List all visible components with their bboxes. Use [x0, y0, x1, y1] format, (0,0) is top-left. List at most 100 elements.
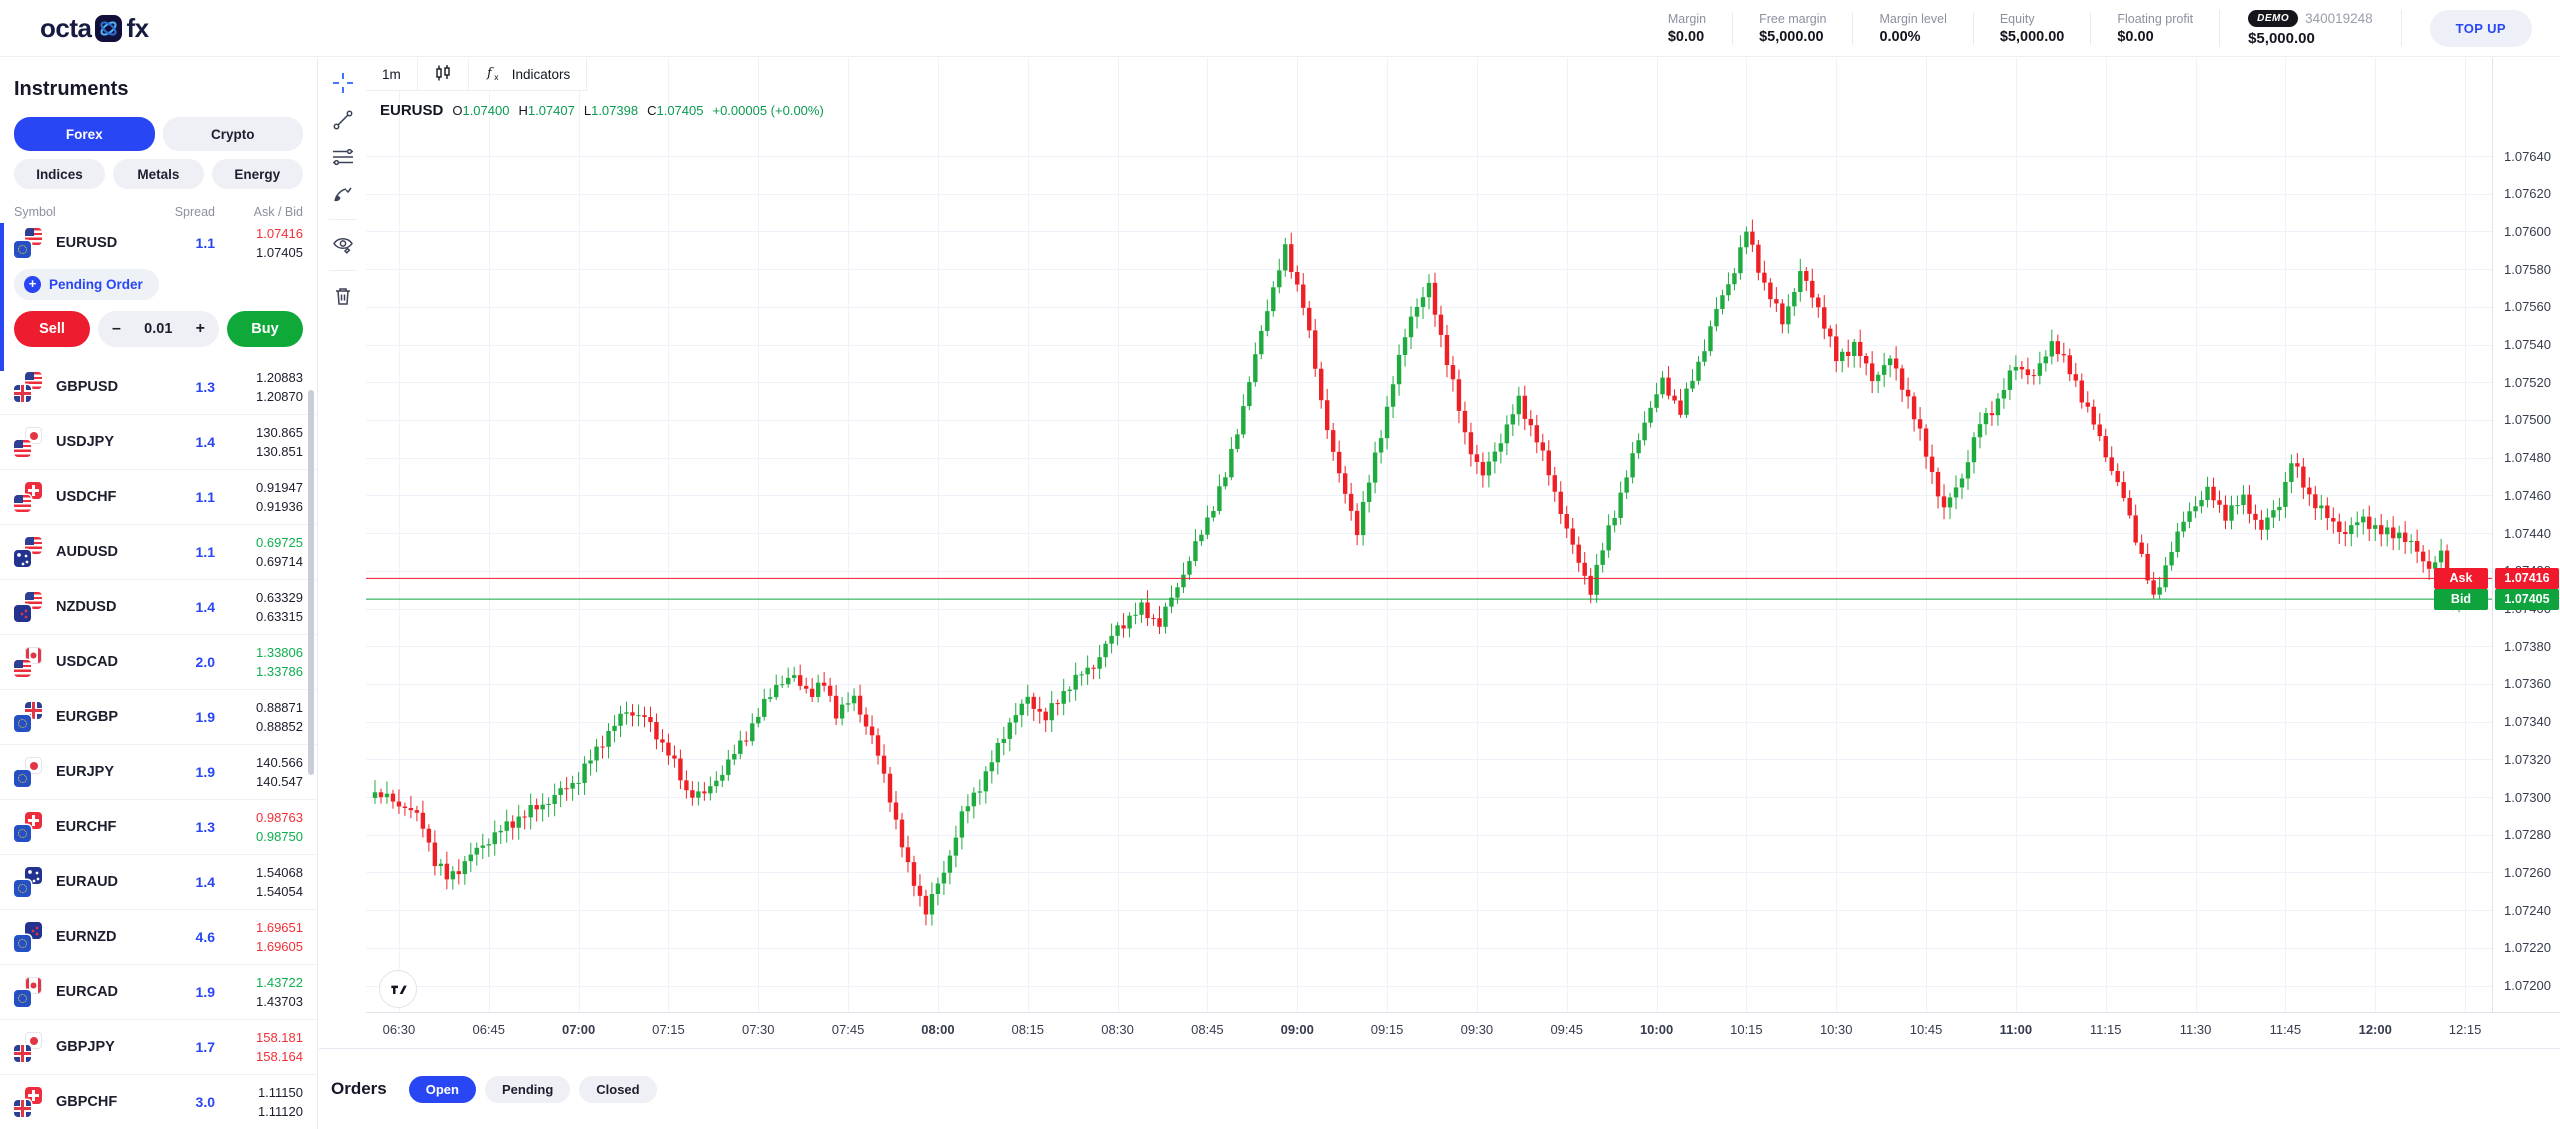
volume-increase-button[interactable]: +	[195, 320, 205, 337]
candlestick-chart[interactable]	[366, 58, 2492, 1012]
account-metric: Equity $5,000.00	[1972, 11, 2091, 45]
instrument-row-usdcad[interactable]: USDCAD 2.0 1.33806 1.33786	[0, 634, 317, 689]
orders-tab-open[interactable]: Open	[408, 1075, 476, 1103]
symbol-name: USDCAD	[56, 654, 119, 670]
time-axis[interactable]: 06:30 06:45 07:00 07:15 07:30 07:45 08:00 08:15…	[366, 1012, 2560, 1048]
eur-flag-icon	[14, 935, 31, 952]
symbol-name: USDJPY	[56, 434, 115, 450]
instrument-row-eurnzd[interactable]: EURNZD 4.6 1.69651 1.69605	[0, 909, 317, 964]
sell-button[interactable]: Sell	[14, 311, 90, 347]
category-tab-metals[interactable]: Metals	[112, 159, 204, 189]
trend-line-tool-icon[interactable]	[326, 103, 360, 137]
symbol-name: EURJPY	[56, 764, 115, 780]
currency-pair-flags	[14, 371, 46, 402]
ask-bid-prices: 0.88871 0.88852	[215, 698, 303, 736]
instrument-row-gbpjpy[interactable]: GBPJPY 1.7 158.181 158.164	[0, 1019, 317, 1074]
price-tick-label: 1.07580	[2504, 261, 2551, 277]
eur-flag-icon	[14, 715, 31, 732]
gbp-flag-icon	[14, 1100, 31, 1117]
instrument-row-eurusd[interactable]: EURUSD 1.1 1.07416 1.07405	[0, 219, 317, 267]
metric-label: Equity	[1999, 11, 2035, 26]
instrument-row-gbpusd[interactable]: GBPUSD 1.3 1.20883 1.20870	[0, 359, 317, 414]
price-tick-label: 1.07440	[2504, 525, 2551, 541]
instruments-title: Instruments	[14, 78, 129, 100]
top-up-button[interactable]: TOP UP	[2429, 9, 2532, 47]
account-metric: Free margin $5,000.00	[1732, 11, 1852, 45]
usd-flag-icon	[25, 228, 42, 245]
indicators-button[interactable]: f x Indicators	[469, 58, 587, 91]
time-tick-label: 10:00	[1639, 1022, 1674, 1037]
time-tick-label: 11:45	[2269, 1022, 2302, 1037]
time-tick-label: 11:00	[1999, 1022, 2033, 1037]
chart-legend[interactable]: EURUSD O1.07400 H1.07407 L1.07398 C1.074…	[380, 102, 824, 119]
account-metric: Margin level 0.00%	[1852, 11, 1972, 45]
demo-badge: DEMO	[2248, 9, 2299, 27]
ask-bid-prices: 130.865 130.851	[215, 423, 303, 461]
timeframe-button[interactable]: 1m	[366, 57, 418, 91]
crosshair-tool-icon[interactable]	[326, 66, 360, 100]
time-tick-label: 11:15	[2089, 1022, 2122, 1037]
octafx-logo[interactable]: octa fx	[40, 13, 149, 44]
instrument-row-usdjpy[interactable]: USDJPY 1.4 130.865 130.851	[0, 414, 317, 469]
instrument-row-eurchf[interactable]: EURCHF 1.3 0.98763 0.98750	[0, 799, 317, 854]
instrument-row-eurcad[interactable]: EURCAD 1.9 1.43722 1.43703	[0, 964, 317, 1019]
category-tab-crypto[interactable]: Crypto	[162, 117, 303, 151]
price-tick-label: 1.07380	[2504, 638, 2551, 654]
instrument-row-audusd[interactable]: AUDUSD 1.1 0.69725 0.69714	[0, 524, 317, 579]
horizontal-line-tool-icon[interactable]	[326, 140, 360, 174]
price-tick-label: 1.07560	[2504, 299, 2551, 315]
usd-flag-icon	[14, 440, 31, 457]
ask-price: 0.69725	[256, 535, 303, 550]
pending-order-button[interactable]: + Pending Order	[14, 269, 159, 300]
bid-price: 1.54054	[256, 884, 303, 899]
instrument-row-nzdusd[interactable]: NZDUSD 1.4 0.63329 0.63315	[0, 579, 317, 634]
price-axis[interactable]: 1.07200 1.07220 1.07240 1.07260 1.07280 1.073…	[2492, 58, 2560, 1012]
chart-type-button[interactable]	[418, 57, 469, 91]
ask-bid-prices: 0.69725 0.69714	[215, 533, 303, 571]
aud-flag-icon	[25, 867, 42, 884]
orders-tab-closed[interactable]: Closed	[579, 1075, 657, 1103]
volume-decrease-button[interactable]: –	[112, 320, 121, 337]
account-balance: $5,000.00	[2248, 29, 2315, 47]
currency-pair-flags	[14, 537, 46, 567]
hide-drawings-eye-icon[interactable]	[326, 228, 360, 262]
price-tick-label: 1.07320	[2504, 751, 2551, 767]
ask-line-label: Ask	[2434, 567, 2488, 589]
price-tick-label: 1.07540	[2504, 337, 2551, 353]
ask-bid-prices: 140.566 140.547	[215, 753, 303, 791]
price-tick-label: 1.07260	[2504, 864, 2551, 880]
currency-pair-flags	[14, 977, 46, 1007]
eur-flag-icon	[14, 241, 31, 258]
account-info[interactable]: DEMO 340019248 $5,000.00	[2219, 9, 2401, 47]
chf-flag-icon	[25, 482, 42, 499]
remove-drawings-trash-icon[interactable]	[326, 279, 360, 313]
instrument-row-gbpchf[interactable]: GBPCHF 3.0 1.11150 1.11120	[0, 1074, 317, 1129]
instrument-row-eurgbp[interactable]: EURGBP 1.9 0.88871 0.88852	[0, 689, 317, 744]
column-spread: Spread	[174, 205, 215, 219]
orders-tab-pending[interactable]: Pending	[484, 1075, 571, 1103]
instrument-row-eurjpy[interactable]: EURJPY 1.9 140.566 140.547	[0, 744, 317, 799]
category-tab-forex[interactable]: Forex	[14, 117, 155, 151]
buy-button[interactable]: Buy	[227, 311, 303, 347]
volume-value[interactable]: 0.01	[144, 321, 173, 337]
category-tab-indices[interactable]: Indices	[14, 159, 105, 189]
category-tab-energy[interactable]: Energy	[211, 159, 303, 189]
instrument-row-euraud[interactable]: EURAUD 1.4 1.54068 1.54054	[0, 854, 317, 909]
fx-icon: f x	[485, 64, 505, 85]
list-column-headers: Symbol Spread Ask / Bid	[14, 205, 303, 219]
spread-value: 1.4	[195, 874, 215, 890]
tradingview-logo[interactable]	[379, 970, 417, 1008]
legend-symbol: EURUSD	[380, 102, 444, 119]
price-tick-label: 1.07340	[2504, 714, 2551, 730]
time-tick-label: 09:30	[1460, 1022, 1494, 1037]
price-tick-label: 1.07300	[2504, 789, 2551, 805]
legend-high: H1.07407	[518, 103, 575, 118]
spread-value: 1.9	[195, 984, 215, 1000]
time-tick-label: 09:45	[1550, 1022, 1583, 1037]
sidebar-scrollbar[interactable]	[308, 390, 314, 775]
instrument-row-usdchf[interactable]: USDCHF 1.1 0.91947 0.91936	[0, 469, 317, 524]
bid-price: 0.88852	[256, 719, 303, 734]
bid-price: 1.07405	[256, 245, 303, 260]
brush-tool-icon[interactable]	[326, 177, 360, 211]
